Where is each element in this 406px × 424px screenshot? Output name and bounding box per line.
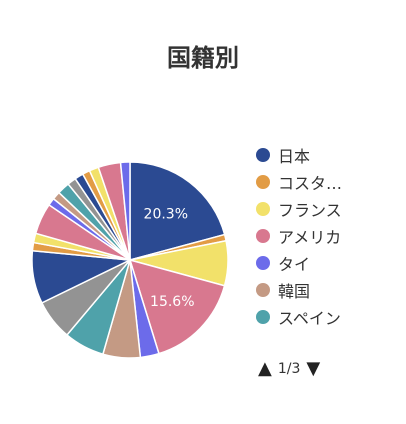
triangle-up-icon[interactable]: ▲ (258, 358, 272, 379)
legend-swatch (256, 147, 270, 162)
legend-item-spain[interactable]: スペイン (256, 303, 342, 330)
triangle-down-icon[interactable]: ▼ (306, 358, 321, 379)
legend-swatch (256, 255, 270, 270)
pie-slice-label-0: 20.3% (144, 206, 188, 222)
legend-label: コスタ… (278, 173, 343, 193)
legend-item-france[interactable]: フランス (256, 195, 342, 222)
legend-label: フランス (278, 200, 342, 220)
legend-swatch (256, 309, 270, 324)
legend-item-japan[interactable]: 日本 (256, 141, 342, 168)
legend-item-america[interactable]: アメリカ (256, 222, 342, 249)
legend-item-costa[interactable]: コスタ… (256, 168, 342, 195)
pie-slice-label-3: 15.6% (150, 294, 194, 310)
legend-pager: ▲ 1/3 ▼ (258, 358, 320, 379)
legend-swatch (256, 282, 270, 297)
legend-item-thailand[interactable]: タイ (256, 249, 342, 276)
legend-label: 韓国 (278, 281, 311, 301)
legend-label: タイ (278, 254, 311, 274)
pie-slice-0[interactable] (129, 161, 226, 261)
legend-swatch (256, 228, 270, 243)
legend-label: 日本 (278, 146, 311, 166)
legend-item-korea[interactable]: 韓国 (256, 276, 342, 303)
pie-slice-3[interactable] (128, 258, 226, 355)
chart-title: 国籍別 (167, 44, 239, 72)
pie-slice-20[interactable] (119, 161, 131, 261)
legend-label: アメリカ (278, 227, 342, 247)
page-indicator: 1/3 (277, 360, 301, 377)
legend-label: スペイン (278, 308, 341, 328)
legend-swatch (256, 201, 270, 216)
legend: 日本 コスタ… フランス アメリカ タイ 韓国 スペイン (256, 141, 342, 330)
legend-swatch (256, 174, 270, 189)
